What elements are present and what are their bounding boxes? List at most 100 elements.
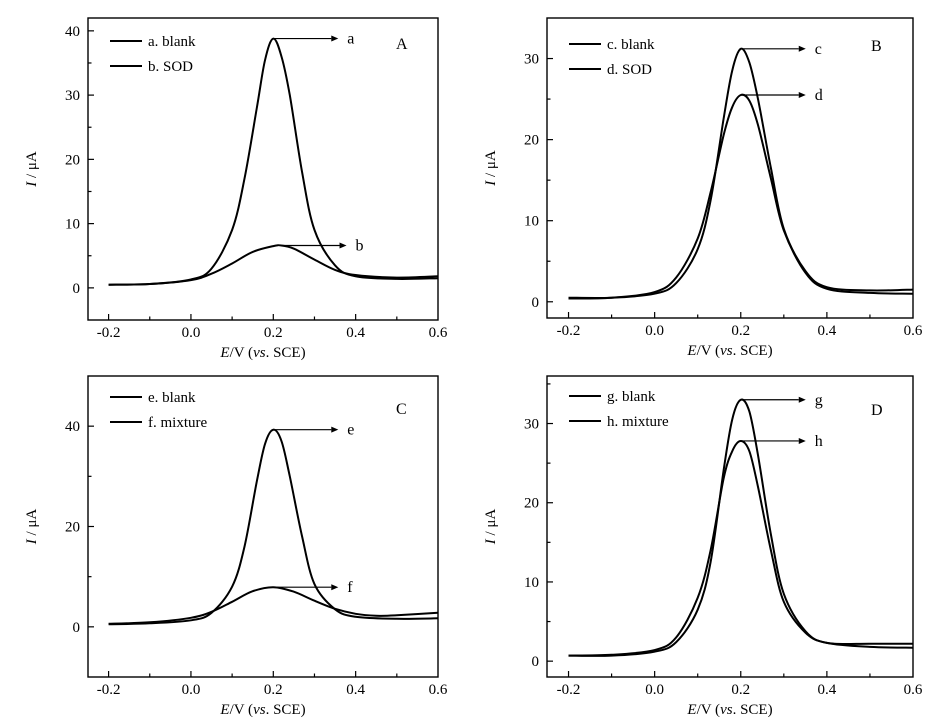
x-tick-label: 0.4 xyxy=(818,323,837,339)
x-axis-label-part: . SCE) xyxy=(733,343,773,359)
x-axis-label-part: E xyxy=(686,702,696,718)
y-axis-label-part: / μA xyxy=(24,151,40,182)
peak-arrow-head xyxy=(339,242,347,249)
y-axis-label-part: / μA xyxy=(483,150,499,181)
x-axis-label-part: vs xyxy=(720,702,733,718)
legend-label: b. SOD xyxy=(148,59,193,75)
x-tick-label: 0.2 xyxy=(264,325,283,341)
x-axis-label: E/V (vs. SCE) xyxy=(686,702,772,718)
peak-arrow-head xyxy=(798,92,806,99)
legend-label: h. mixture xyxy=(607,414,669,430)
peak-label-f: f xyxy=(347,579,353,596)
y-tick-label: 40 xyxy=(65,419,80,435)
peak-arrow-head xyxy=(798,396,806,403)
peak-label-d: d xyxy=(815,87,823,104)
x-tick-label: 0.6 xyxy=(429,325,448,341)
x-axis-label-part: /V ( xyxy=(697,343,720,359)
x-tick-label: 0.0 xyxy=(182,682,201,698)
peak-arrow-head xyxy=(331,584,339,591)
x-axis-label-part: E xyxy=(219,702,229,718)
series-line-b xyxy=(108,244,438,286)
peak-label-c: c xyxy=(815,41,822,58)
y-axis-label: I / μA xyxy=(483,150,499,187)
x-axis-label-part: E xyxy=(686,343,696,359)
series-line-e xyxy=(108,428,438,626)
y-axis-label: I / μA xyxy=(483,509,499,546)
y-tick-label: 0 xyxy=(532,295,540,311)
y-axis-label: I / μA xyxy=(24,151,40,188)
x-axis-label-part: /V ( xyxy=(230,345,253,361)
y-tick-label: 10 xyxy=(65,217,80,233)
x-axis-label: E/V (vs. SCE) xyxy=(219,345,305,361)
y-axis-label-part: I xyxy=(483,538,499,545)
x-axis-label-part: vs xyxy=(720,343,733,359)
plot-frame xyxy=(546,17,914,319)
peak-label-g: g xyxy=(815,392,823,409)
x-tick-label: 0.0 xyxy=(182,325,201,341)
x-tick-label: 0.4 xyxy=(818,682,837,698)
panel-a: -0.2 0.0 0.2 0.4 0.6 0 10 20 30 40 E/V (vs. SCE) I … xyxy=(24,17,448,361)
panel-b: -0.2 0.0 0.2 0.4 0.6 0 10 20 30 E/V (vs. SCE) I / … xyxy=(483,17,923,359)
x-axis-label-part: . SCE) xyxy=(266,345,306,361)
legend-label: f. mixture xyxy=(148,415,207,431)
peak-arrow-head xyxy=(331,426,339,433)
y-tick-label: 10 xyxy=(524,575,539,591)
peak-arrow-head xyxy=(798,45,806,52)
y-tick-label: 20 xyxy=(524,496,539,512)
x-tick-label: 0.6 xyxy=(904,682,923,698)
panel-letter: D xyxy=(871,402,883,419)
legend-label: e. blank xyxy=(148,390,196,406)
y-tick-label: 0 xyxy=(73,281,81,297)
legend-label: d. SOD xyxy=(607,62,652,78)
y-tick-label: 0 xyxy=(532,654,540,670)
x-axis-label-part: vs xyxy=(253,702,266,718)
x-tick-label: -0.2 xyxy=(97,325,121,341)
series-line-c xyxy=(568,47,913,300)
y-tick-label: 10 xyxy=(524,214,539,230)
x-axis-label-part: /V ( xyxy=(697,702,720,718)
x-axis-label-part: . SCE) xyxy=(733,702,773,718)
x-tick-label: -0.2 xyxy=(97,682,121,698)
x-tick-label: 0.0 xyxy=(645,682,664,698)
series-line-d xyxy=(568,93,913,300)
plot-frame xyxy=(87,17,439,321)
y-axis-label-part: I xyxy=(24,538,40,545)
x-axis-label: E/V (vs. SCE) xyxy=(219,702,305,718)
y-tick-label: 20 xyxy=(524,133,539,149)
x-tick-label: 0.6 xyxy=(429,682,448,698)
legend-label: a. blank xyxy=(148,34,196,50)
panel-c: -0.2 0.0 0.2 0.4 0.6 0 20 40 E/V (vs. SCE) I / μA… xyxy=(24,375,448,718)
y-axis-label: I / μA xyxy=(24,509,40,546)
x-tick-label: 0.6 xyxy=(904,323,923,339)
panel-d: -0.2 0.0 0.2 0.4 0.6 0 10 20 30 E/V (vs. SCE) I / … xyxy=(483,375,923,718)
x-tick-label: 0.2 xyxy=(731,682,750,698)
y-axis-label-part: I xyxy=(483,180,499,187)
y-tick-label: 0 xyxy=(73,620,81,636)
peak-label-b: b xyxy=(356,237,364,254)
panel-letter: A xyxy=(396,36,408,53)
y-tick-label: 20 xyxy=(65,520,80,536)
x-tick-label: -0.2 xyxy=(557,682,581,698)
series-line-f xyxy=(108,586,438,625)
peak-label-e: e xyxy=(347,422,354,439)
y-axis-label-part: / μA xyxy=(24,509,40,540)
x-tick-label: 0.0 xyxy=(645,323,664,339)
x-tick-label: -0.2 xyxy=(557,323,581,339)
y-axis-label-part: / μA xyxy=(483,509,499,540)
x-tick-label: 0.4 xyxy=(346,682,365,698)
plot-frame xyxy=(546,375,914,678)
x-axis-label: E/V (vs. SCE) xyxy=(686,343,772,359)
x-tick-label: 0.2 xyxy=(264,682,283,698)
x-axis-label-part: vs xyxy=(253,345,266,361)
x-axis-label-part: . SCE) xyxy=(266,702,306,718)
series-line-h xyxy=(568,439,913,657)
series-line-g xyxy=(568,398,913,657)
x-axis-label-part: /V ( xyxy=(230,702,253,718)
y-tick-label: 40 xyxy=(65,24,80,40)
legend-label: c. blank xyxy=(607,37,655,53)
y-tick-label: 20 xyxy=(65,152,80,168)
y-tick-label: 30 xyxy=(524,52,539,68)
peak-arrow-head xyxy=(798,437,806,444)
x-tick-label: 0.4 xyxy=(346,325,365,341)
